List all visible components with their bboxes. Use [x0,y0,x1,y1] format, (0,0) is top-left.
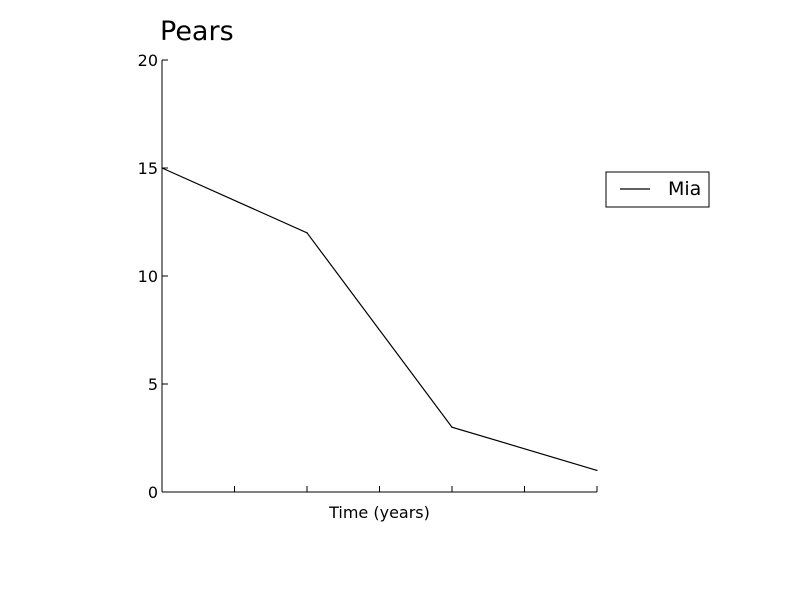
data-point [451,426,453,428]
data-point [596,469,598,471]
y-ticks: 0 5 10 15 20 [138,51,168,502]
chart-title: Pears [160,16,234,47]
axes [161,60,597,493]
series-line-mia [161,167,598,471]
data-point [306,232,308,234]
y-tick-label: 20 [138,51,158,70]
legend: Mia [605,171,710,208]
y-tick-label: 10 [138,267,158,286]
data-point [161,167,163,169]
y-tick-label: 15 [138,159,158,178]
series-layer [161,167,598,471]
x-ticks [161,486,598,492]
x-axis-label: Time (years) [328,503,430,522]
legend-label-mia: Mia [668,178,701,200]
y-tick-label: 0 [148,483,158,502]
y-tick-label: 5 [148,375,158,394]
